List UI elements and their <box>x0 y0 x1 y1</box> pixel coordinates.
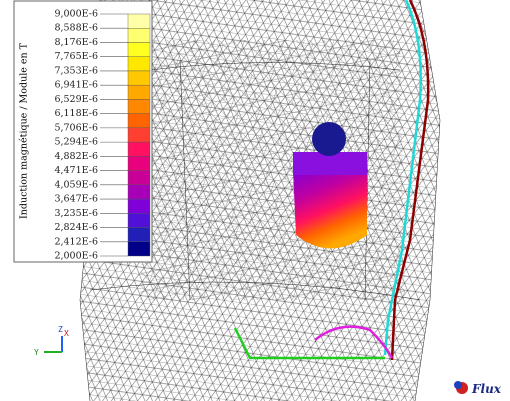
legend-label: 4,059E-6 <box>54 179 98 190</box>
logo: Flux <box>454 381 502 396</box>
legend-label: 3,647E-6 <box>54 194 98 205</box>
logo-text: Flux <box>471 382 502 396</box>
legend-label: 2,000E-6 <box>54 251 98 262</box>
legend-label: 4,882E-6 <box>54 151 98 162</box>
legend-label: 9,000E-6 <box>54 9 98 20</box>
legend-label: 8,176E-6 <box>54 37 98 48</box>
color-band <box>128 14 150 28</box>
color-band <box>128 71 150 85</box>
logo-icon <box>454 381 462 389</box>
legend: Induction magnétique / Module en T 9,000… <box>14 1 152 262</box>
color-band <box>128 228 150 242</box>
viewport: Induction magnétique / Module en T 9,000… <box>0 0 510 401</box>
legend-label: 2,412E-6 <box>54 236 98 247</box>
color-band <box>128 128 150 142</box>
legend-label: 7,765E-6 <box>54 51 98 62</box>
color-band <box>128 57 150 71</box>
legend-title: Induction magnétique / Module en T <box>19 42 30 219</box>
color-band <box>128 114 150 128</box>
y-label: Y <box>34 348 39 357</box>
color-band <box>128 99 150 113</box>
color-band <box>128 42 150 56</box>
legend-label: 6,529E-6 <box>54 94 98 105</box>
legend-label: 7,353E-6 <box>54 65 98 76</box>
color-band <box>128 213 150 227</box>
color-band <box>128 171 150 185</box>
legend-label: 3,235E-6 <box>54 208 98 219</box>
color-band <box>128 199 150 213</box>
legend-label: 5,294E-6 <box>54 137 98 148</box>
color-band <box>128 85 150 99</box>
color-band <box>128 28 150 42</box>
legend-label: 8,588E-6 <box>54 23 98 34</box>
axis-triad: Z X Y <box>34 325 69 357</box>
color-band <box>128 242 150 256</box>
legend-label: 6,941E-6 <box>54 80 98 91</box>
legend-label: 4,471E-6 <box>54 165 98 176</box>
z-label: Z <box>58 325 63 334</box>
legend-label: 2,824E-6 <box>54 222 98 233</box>
color-band <box>128 156 150 170</box>
color-band <box>128 185 150 199</box>
x-label: X <box>64 329 69 338</box>
legend-label: 5,706E-6 <box>54 122 98 133</box>
color-band <box>128 142 150 156</box>
legend-label: 6,118E-6 <box>54 108 98 119</box>
